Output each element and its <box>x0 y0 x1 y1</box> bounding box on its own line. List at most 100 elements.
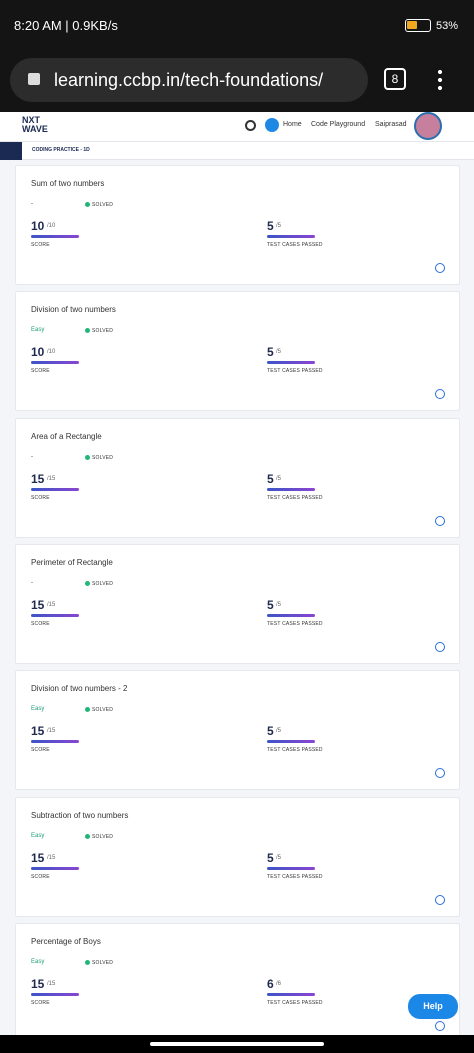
nav-home[interactable]: Home <box>283 121 302 128</box>
problem-card[interactable]: Percentage of Boys Easy SOLVED 15/15 SCORE 6/… <box>15 922 460 1035</box>
score-bar <box>31 487 79 491</box>
open-button[interactable] <box>435 894 445 905</box>
nav-playground[interactable]: Code Playground <box>311 121 366 128</box>
status-bar: 8:20 AM | 0.9KB/s 53% <box>0 0 474 48</box>
chat-icon[interactable] <box>265 118 279 132</box>
solved-dot <box>85 959 90 965</box>
open-button[interactable] <box>435 515 445 526</box>
tests-value: 5 <box>267 597 274 612</box>
tests-value: 5 <box>267 219 274 233</box>
card-title: Division of two numbers <box>31 305 116 315</box>
status: SOLVED <box>92 707 114 714</box>
score-value: 15 <box>31 724 45 739</box>
tests-bar <box>267 740 315 744</box>
tests-max: /5 <box>276 854 282 861</box>
open-button[interactable] <box>435 641 445 652</box>
difficulty: Easy <box>31 832 45 839</box>
score-label: SCORE <box>31 242 50 248</box>
open-button[interactable] <box>435 1020 445 1031</box>
score-bar <box>31 235 79 238</box>
open-button[interactable] <box>435 768 445 779</box>
tests-max: /5 <box>276 601 282 608</box>
tests-label: TEST CASES PASSED <box>267 999 323 1006</box>
score-value: 15 <box>31 471 45 486</box>
status: SOLVED <box>92 959 114 966</box>
score-label: SCORE <box>31 999 50 1006</box>
open-button[interactable] <box>435 389 445 400</box>
score-bar <box>31 740 79 744</box>
sidebar-toggle[interactable] <box>0 142 22 160</box>
url: learning.ccbp.in/tech-foundations/ <box>54 70 324 90</box>
problem-card[interactable]: Subtraction of two numbers Easy SOLVED 15/1… <box>15 796 460 917</box>
problem-card[interactable]: Division of two numbers Easy SOLVED 10/10 SC… <box>15 291 460 412</box>
score-max: /15 <box>47 854 56 861</box>
problem-card[interactable]: Area of a Rectangle - SOLVED 15/15 SCORE 5/5 T… <box>15 417 460 538</box>
score-label: SCORE <box>31 494 50 501</box>
tests-label: TEST CASES PASSED <box>267 620 323 627</box>
menu-button[interactable] <box>438 68 442 90</box>
tests-label: TEST CASES PASSED <box>267 242 323 248</box>
score-value: 10 <box>31 219 45 233</box>
difficulty: - <box>31 453 33 460</box>
browser-bar: learning.ccbp.in/tech-foundations/ 8 <box>0 48 474 112</box>
score-label: SCORE <box>31 873 50 880</box>
score-max: /15 <box>47 601 56 608</box>
tests-max: /5 <box>276 349 282 356</box>
open-button[interactable] <box>435 263 445 273</box>
tests-label: TEST CASES PASSED <box>267 368 323 375</box>
sub-header: CODING PRACTICE - 1D <box>0 142 474 160</box>
tests-label: TEST CASES PASSED <box>267 747 323 754</box>
score-max: /10 <box>47 223 56 229</box>
score-value: 15 <box>31 597 45 612</box>
tests-bar <box>267 866 315 870</box>
solved-dot <box>85 202 90 207</box>
tests-value: 5 <box>267 850 274 865</box>
difficulty: - <box>31 201 33 207</box>
card-title: Subtraction of two numbers <box>31 810 129 820</box>
solved-dot <box>85 707 90 713</box>
card-title: Percentage of Boys <box>31 936 101 946</box>
problem-card[interactable]: Perimeter of Rectangle - SOLVED 15/15 SCORE 5… <box>15 543 460 664</box>
battery-icon <box>405 19 431 32</box>
tests-value: 5 <box>267 345 274 360</box>
status: SOLVED <box>92 580 114 587</box>
card-title: Perimeter of Rectangle <box>31 557 113 567</box>
time: 8:20 AM | 0.9KB/s <box>14 18 118 33</box>
card-title: Division of two numbers - 2 <box>31 684 128 694</box>
help-button[interactable]: Help <box>408 994 458 1019</box>
tests-label: TEST CASES PASSED <box>267 494 323 501</box>
tabs-button[interactable]: 8 <box>384 68 406 90</box>
tests-max: /5 <box>276 728 282 735</box>
lock-icon <box>28 73 40 85</box>
tests-max: /5 <box>276 475 282 482</box>
problem-card[interactable]: Sum of two numbers - SOLVED 10/10 SCORE 5/5 TE… <box>15 165 460 285</box>
card-title: Sum of two numbers <box>31 179 105 188</box>
problem-card[interactable]: Division of two numbers - 2 Easy SOLVED 15/… <box>15 670 460 791</box>
difficulty: Easy <box>31 706 45 713</box>
score-value: 10 <box>31 345 45 360</box>
tests-max: /6 <box>276 980 282 987</box>
timer-icon[interactable] <box>245 120 256 131</box>
solved-dot <box>85 580 90 586</box>
avatar[interactable] <box>414 112 442 140</box>
score-max: /15 <box>47 728 56 735</box>
solved-dot <box>85 833 90 839</box>
tests-max: /5 <box>276 223 282 229</box>
score-bar <box>31 361 79 365</box>
user-name[interactable]: Saiprasad <box>375 121 407 128</box>
score-label: SCORE <box>31 747 50 754</box>
status: SOLVED <box>92 833 114 840</box>
score-bar <box>31 866 79 870</box>
solved-dot <box>85 328 90 334</box>
tests-value: 5 <box>267 471 274 486</box>
tests-bar <box>267 361 315 365</box>
tests-bar <box>267 487 315 491</box>
card-list: Sum of two numbers - SOLVED 10/10 SCORE 5/5 TE… <box>0 160 474 1035</box>
difficulty: Easy <box>31 958 45 965</box>
score-value: 15 <box>31 850 45 865</box>
score-label: SCORE <box>31 368 50 375</box>
logo[interactable]: NXT WAVE <box>22 115 48 134</box>
url-field[interactable]: learning.ccbp.in/tech-foundations/ <box>10 58 368 102</box>
tests-value: 5 <box>267 724 274 739</box>
